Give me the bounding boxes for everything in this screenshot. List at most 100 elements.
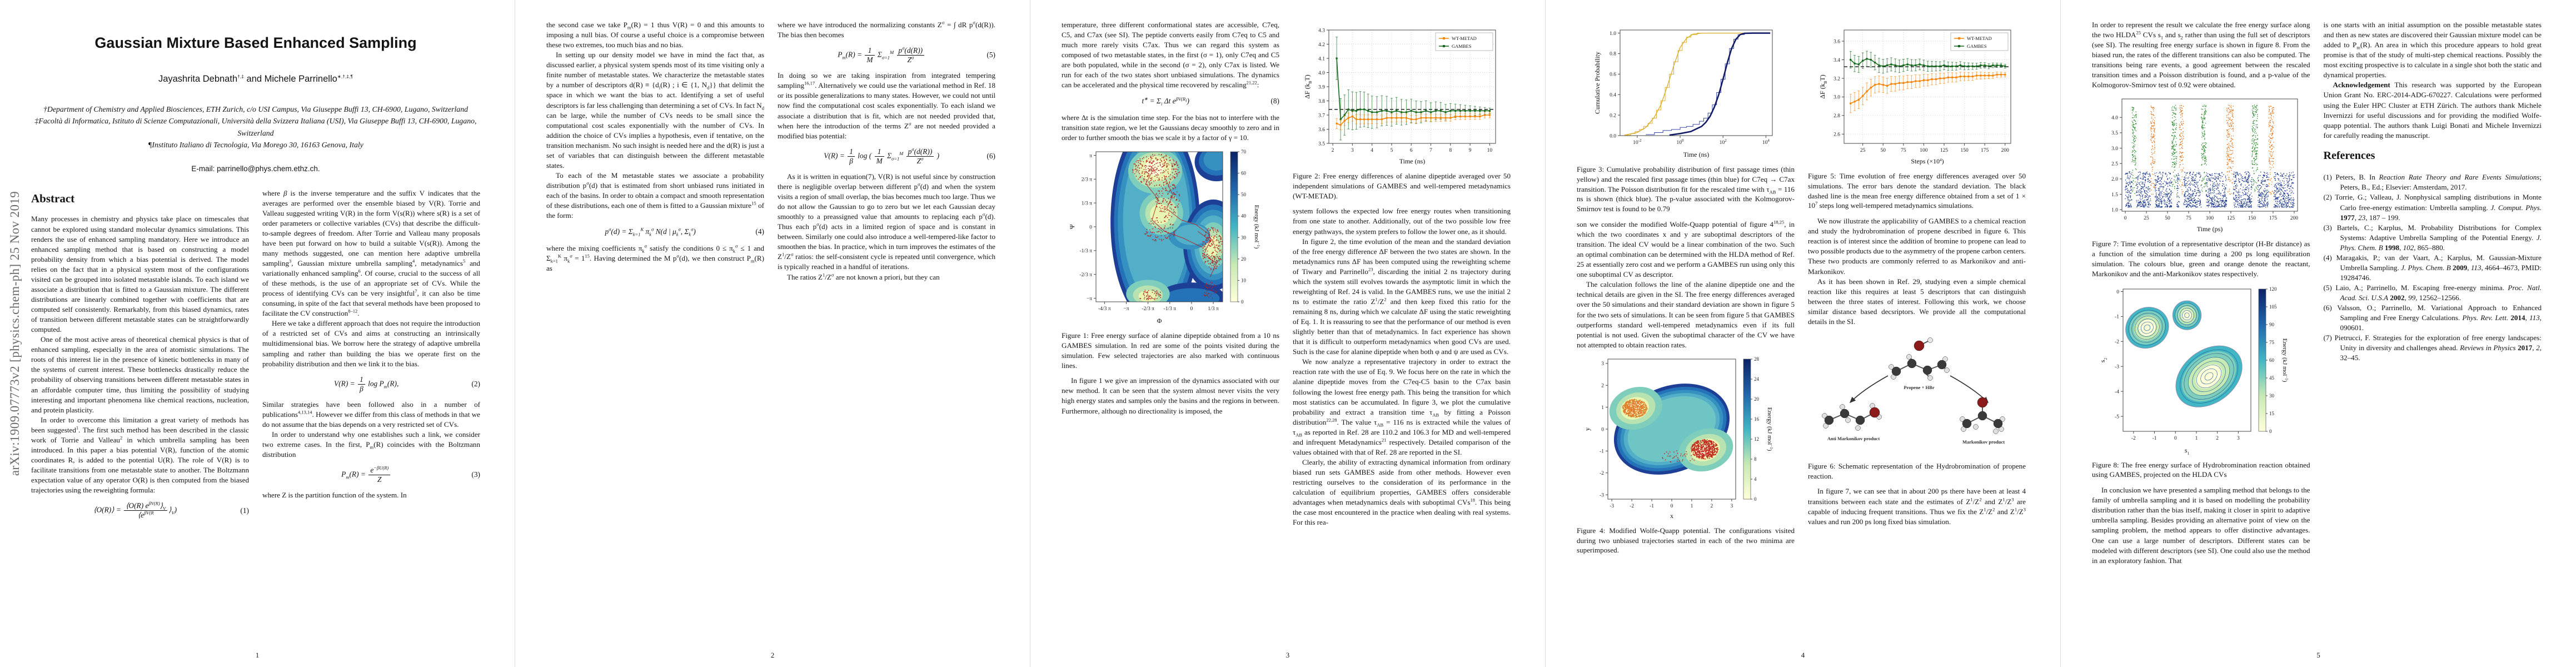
paragraph: where the mixing coefficients πkσ satisf… [546,243,764,272]
columns: In order to represent the result we calc… [2092,20,2542,566]
fig8-plot: -2 -1 0 1 2 3 0 -1 -2 -3 -4 -5 s1 s2 0 15 30 45 60 75 90 105 1… [2092,285,2310,456]
svg-text:5: 5 [1391,148,1393,153]
figure-caption: Figure 4: Modified Wolfe-Quapp potential… [1577,526,1795,555]
svg-text:175: 175 [2269,216,2278,221]
paragraph: Many processes in chemistry and physics … [31,215,249,334]
equation-body: t∗ = Σi Δt eβV(Ri) [1142,96,1189,107]
svg-text:-3: -3 [1610,504,1614,509]
svg-text:1/3 π: 1/3 π [1208,306,1219,312]
svg-text:8: 8 [1754,456,1757,462]
svg-text:25: 25 [1860,148,1866,153]
svg-text:9: 9 [1469,148,1472,153]
svg-text:3: 3 [1730,504,1733,509]
figure-fig7: 0 25 50 75 100 125 150 175 200 1.0 1.5 2.0 2.5 3.0 3.5… [2092,94,2310,278]
paragraph: In order to overcome this limitation a g… [31,415,250,495]
paragraph: To each of the M metastable states we as… [546,171,764,220]
paper-title: Gaussian Mixture Based Enhanced Sampling [94,34,417,51]
svg-text:0: 0 [1241,299,1244,305]
svg-text:4.3: 4.3 [1318,28,1325,33]
section-heading: Abstract [31,191,75,205]
svg-text:3.0: 3.0 [1833,95,1840,101]
svg-text:Steps (×104): Steps (×104) [1911,157,1944,165]
svg-text:GAMBES: GAMBES [1452,43,1472,49]
svg-text:4.2: 4.2 [1318,42,1325,48]
svg-text:0: 0 [1601,427,1604,432]
svg-text:1: 1 [1601,405,1604,411]
svg-text:-3: -3 [1600,492,1604,498]
equation-body: Pm(R) = e−βU(R) Z [262,465,470,484]
svg-text:3.4: 3.4 [1833,58,1840,63]
title-block: Gaussian Mixture Based Enhanced Sampling… [31,34,480,173]
svg-text:100: 100 [2206,216,2214,221]
svg-text:3.5: 3.5 [2111,131,2118,137]
equation-number: (4) [755,227,764,236]
page-3: temperature, three different conformatio… [1030,0,1546,667]
svg-text:10: 10 [1241,278,1247,283]
reference-item: (7) Pietrucci, F. Strategies for the exp… [2323,334,2542,362]
svg-text:24: 24 [1754,376,1760,382]
paper-authors: Jayashrita Debnath†,‡ and Michele Parrin… [158,73,353,84]
svg-text:3.8: 3.8 [1318,99,1325,104]
paragraph: the second case we take Pm(R) = 1 thus V… [546,21,764,49]
svg-text:150: 150 [2248,216,2256,221]
svg-text:2/3 π: 2/3 π [1082,177,1093,183]
svg-text:−π: −π [1123,306,1129,312]
svg-text:ΔF (kBT): ΔF (kBT) [1303,74,1313,98]
svg-text:40: 40 [1241,213,1247,219]
equation-number: (6) [986,152,995,161]
svg-text:Markonikov product: Markonikov product [1962,439,2005,445]
fig7-plot: 0 25 50 75 100 125 150 175 200 1.0 1.5 2.0 2.5 3.0 3.5… [2092,94,2310,235]
svg-text:4.0: 4.0 [2111,116,2118,121]
paragraph: In figure 2, the time evolution of the m… [1293,237,1511,356]
figure-caption: Figure 6: Schematic representation of th… [1808,461,2026,480]
svg-text:10-2: 10-2 [1633,138,1642,146]
paragraph: Here we take a different approach that d… [262,319,480,368]
svg-text:4.1: 4.1 [1318,56,1325,62]
paragraph: is one starts with an initial assumption… [2323,21,2542,79]
equation: pσ(d) = Σk=1K πkσ N(d | μkσ, Σkσ) (4) [546,227,764,237]
equation-number: (1) [240,506,249,515]
svg-text:20: 20 [1241,256,1247,262]
affiliations: †Department of Chemistry and Applied Bio… [31,103,480,151]
svg-text:π: π [1089,153,1092,159]
column-left: Abstract Many processes in chemistry and … [31,188,249,526]
svg-text:28: 28 [1754,356,1760,362]
svg-text:0.6: 0.6 [1610,72,1616,78]
svg-text:-4/3 π: -4/3 π [1098,306,1111,312]
svg-text:60: 60 [1241,171,1247,176]
equation: ⟨O(R)⟩ = ⟨O(R) eβV(R)⟩V ⟨eβV(R ⟩V) (1) [31,501,249,520]
paragraph: son we consider the modified Wolfe-Quapp… [1577,219,1795,279]
paragraph: where Δt is the simulation time step. Fo… [1062,113,1279,142]
paragraph: In order to represent the result we calc… [2092,21,2310,89]
svg-text:4.0: 4.0 [1318,71,1325,76]
figure-fig8: -2 -1 0 1 2 3 0 -1 -2 -3 -4 -5 s1 s2 0 15 30 45 60 75 90 105 1… [2092,285,2310,480]
svg-text:Propene + HBr: Propene + HBr [1904,385,1934,390]
figure-caption: Figure 7: Time evolution of a representa… [2092,240,2310,278]
svg-text:125: 125 [2227,216,2235,221]
svg-text:−π: −π [1087,296,1092,302]
paragraph: In order to understand why one establish… [262,430,480,459]
svg-text:-1/3 π: -1/3 π [1080,248,1093,254]
svg-text:0: 0 [1089,225,1092,230]
svg-text:1/3 π: 1/3 π [1082,201,1093,207]
svg-text:4: 4 [1754,476,1757,482]
svg-text:104: 104 [1762,138,1770,146]
svg-text:0.2: 0.2 [1610,113,1616,118]
figure-caption: Figure 1: Free energy surface of alanine… [1062,331,1279,370]
fig5-chart: 25 50 75 100 125 150 175 200 2.6 2.8 3.0 3.2 3.4 3.6 S… [1818,29,2011,165]
fig6-chart: Propene + HBr Anti Markonikov product Mark… [1822,337,2005,445]
figure-fig6: Propene + HBr Anti Markonikov product Mark… [1808,331,2026,481]
affiliation-line: ‡Facoltà di Informatica, Istituto di Sci… [34,117,477,137]
svg-text:2.6: 2.6 [1833,132,1840,138]
svg-text:4: 4 [1371,148,1373,153]
fig4-chart: -3 -2 -1 0 1 2 3-3-2-10123xy0481216202428Energ… [1583,356,1773,520]
svg-text:100: 100 [1677,138,1685,146]
paragraph: The calculation follows the line of the … [1577,280,1795,349]
figure-fig4: -3 -2 -1 0 1 2 3 -3 -2 -1 0 1 2 3 x y 0 4 8 12 16 20 24 28 Energ… [1577,355,1795,555]
svg-text:8: 8 [1449,148,1452,153]
column-right: where we have introduced the normalizing… [778,20,995,282]
svg-text:2: 2 [1332,148,1334,153]
paragraph: system follows the expected low free ene… [1293,207,1511,236]
